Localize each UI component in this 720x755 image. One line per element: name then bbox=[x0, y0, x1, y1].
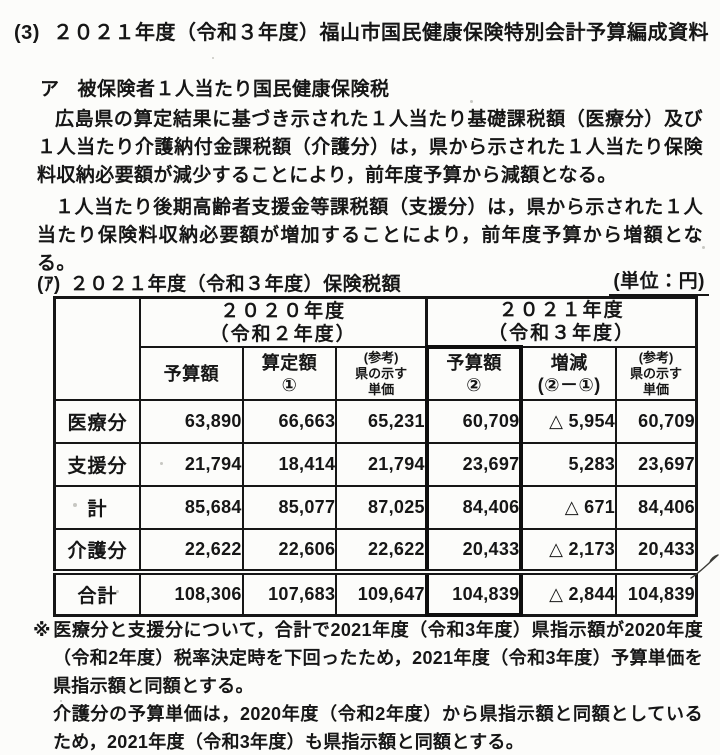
col-header-pref-unit-2020: (参考) 県の示す 単価 bbox=[335, 346, 428, 401]
cell: 22,606 bbox=[241, 528, 338, 573]
cell: 85,077 bbox=[241, 485, 338, 530]
body-paragraphs: 広島県の算定結果に基づき示された１人当たり基礎課税額（医療分）及び１人当たり介護… bbox=[37, 106, 703, 278]
cell: △ 5,954 bbox=[520, 399, 618, 444]
table-row-grand-total: 合計 108,306 107,683 109,647 104,839 △ 2,8… bbox=[53, 569, 698, 617]
title-number: (3) bbox=[14, 22, 40, 44]
table-caption-text: ２０２１年度（令和３年度）保険税額 bbox=[69, 274, 402, 295]
table-row-subtotal: 計 85,684 85,077 87,025 84,406 △ 671 84,4… bbox=[53, 485, 698, 530]
table-row-medical: 医療分 63,890 66,663 65,231 60,709 △ 5,954 … bbox=[53, 399, 698, 444]
cell: 108,306 bbox=[138, 569, 244, 616]
note-paragraph: 介護分の予算単価は，2020年度（令和2年度）から県指示額と同額としているため，… bbox=[53, 704, 703, 752]
cell: 23,697 bbox=[615, 442, 698, 487]
cell: 107,683 bbox=[241, 569, 338, 616]
scan-speck bbox=[470, 100, 473, 103]
scan-speck bbox=[702, 246, 705, 249]
colgroup-2020: ２０２０年度 （令和２年度） bbox=[138, 296, 428, 348]
scan-speck bbox=[160, 462, 163, 465]
cell: 63,890 bbox=[138, 399, 244, 444]
handwritten-pen-mark bbox=[690, 554, 719, 579]
footnotes: ※ 医療分と支援分について，合計で2021年度（令和3年度）県指示額が2020年度… bbox=[33, 616, 703, 755]
cell: △ 2,844 bbox=[520, 569, 618, 616]
cell: 84,406 bbox=[424, 485, 524, 530]
cell: 65,231 bbox=[335, 399, 428, 444]
section-marker: ア bbox=[40, 79, 60, 100]
scan-speck bbox=[212, 57, 214, 59]
cell: 5,283 bbox=[520, 442, 618, 487]
colgroup-2021: ２０２１年度 （令和３年度） bbox=[425, 296, 698, 348]
note-text: 医療分と支援分について，合計で2021年度（令和3年度）県指示額が2020年度（… bbox=[53, 620, 703, 696]
section-heading-text: 被保険者１人当たり国民健康保険税 bbox=[77, 79, 390, 100]
cell: 109,647 bbox=[335, 569, 428, 616]
cell: △ 671 bbox=[520, 485, 618, 530]
table-row-support: 支援分 21,794 18,414 21,794 23,697 5,283 23… bbox=[53, 442, 698, 487]
colgroup-2021-line2: （令和３年度） bbox=[488, 323, 636, 344]
col-header-budget-2020: 予算額 bbox=[138, 346, 244, 401]
table-caption: (ｱ) ２０２１年度（令和３年度）保険税額 bbox=[37, 269, 401, 296]
scan-speck bbox=[60, 700, 62, 702]
cell: 20,433 bbox=[615, 528, 698, 573]
unit-label: (単位：円) bbox=[609, 266, 709, 296]
col-header-change: 増減 (②－①) bbox=[520, 346, 618, 401]
cell: 60,709 bbox=[615, 399, 698, 444]
cell: 23,697 bbox=[424, 442, 524, 487]
row-label: 医療分 bbox=[53, 399, 141, 444]
col-header-budget-2021: 予算額 ② bbox=[424, 345, 524, 401]
colgroup-2020-line2: （令和２年度） bbox=[209, 323, 357, 345]
row-label: 合計 bbox=[53, 569, 141, 616]
cell: 22,622 bbox=[335, 528, 428, 573]
cell: 84,406 bbox=[615, 485, 698, 530]
cell: 87,025 bbox=[335, 485, 428, 530]
cell: 60,709 bbox=[424, 399, 524, 444]
cell: 22,622 bbox=[138, 528, 244, 573]
scan-speck bbox=[73, 503, 77, 507]
scan-speck bbox=[116, 590, 119, 593]
cell: 104,839 bbox=[615, 569, 698, 616]
section-heading: ア被保険者１人当たり国民健康保険税 bbox=[40, 74, 700, 101]
corner-blank-cell bbox=[53, 296, 141, 401]
paragraph: １人当たり後期高齢者支援金等課税額（支援分）は，県から示された１人当たり保険料収… bbox=[37, 197, 703, 274]
row-label: 支援分 bbox=[53, 442, 141, 487]
insurance-tax-table: ２０２０年度 （令和２年度） ２０２１年度 （令和３年度） 予算額 算定額 ① (参… bbox=[53, 296, 698, 617]
cell: 21,794 bbox=[138, 442, 244, 487]
cell: 21,794 bbox=[335, 442, 428, 487]
colgroup-2020-line1: ２０２０年度 bbox=[220, 300, 347, 322]
paragraph: 広島県の算定結果に基づき示された１人当たり基礎課税額（医療分）及び１人当たり介護… bbox=[37, 109, 703, 186]
cell: 18,414 bbox=[241, 442, 338, 487]
cell: 66,663 bbox=[241, 399, 338, 444]
cell: 85,684 bbox=[138, 485, 244, 530]
colgroup-2021-line1: ２０２１年度 bbox=[498, 300, 625, 321]
document-title: (3) ２０２１年度（令和３年度）福山市国民健康保険特別会計予算編成資料 bbox=[14, 16, 714, 45]
cell: 20,433 bbox=[424, 528, 524, 573]
title-text: ２０２１年度（令和３年度）福山市国民健康保険特別会計予算編成資料 bbox=[52, 22, 709, 44]
col-header-calculated-1: 算定額 ① bbox=[241, 346, 338, 401]
note-paragraph: ※ 医療分と支援分について，合計で2021年度（令和3年度）県指示額が2020年度… bbox=[33, 616, 703, 700]
table-caption-row: (ｱ) ２０２１年度（令和３年度）保険税額 (単位：円) bbox=[37, 268, 709, 296]
cell: △ 2,173 bbox=[520, 528, 618, 573]
cell: 104,839 bbox=[424, 569, 524, 617]
note-marker: ※ bbox=[33, 620, 51, 640]
row-label: 介護分 bbox=[53, 528, 141, 573]
table-row-nursing: 介護分 22,622 22,606 22,622 20,433 △ 2,173 … bbox=[53, 528, 698, 573]
row-label: 計 bbox=[53, 485, 141, 530]
table-caption-marker: (ｱ) bbox=[37, 274, 61, 295]
col-header-pref-unit-2021: (参考) 県の示す 単価 bbox=[615, 346, 698, 401]
